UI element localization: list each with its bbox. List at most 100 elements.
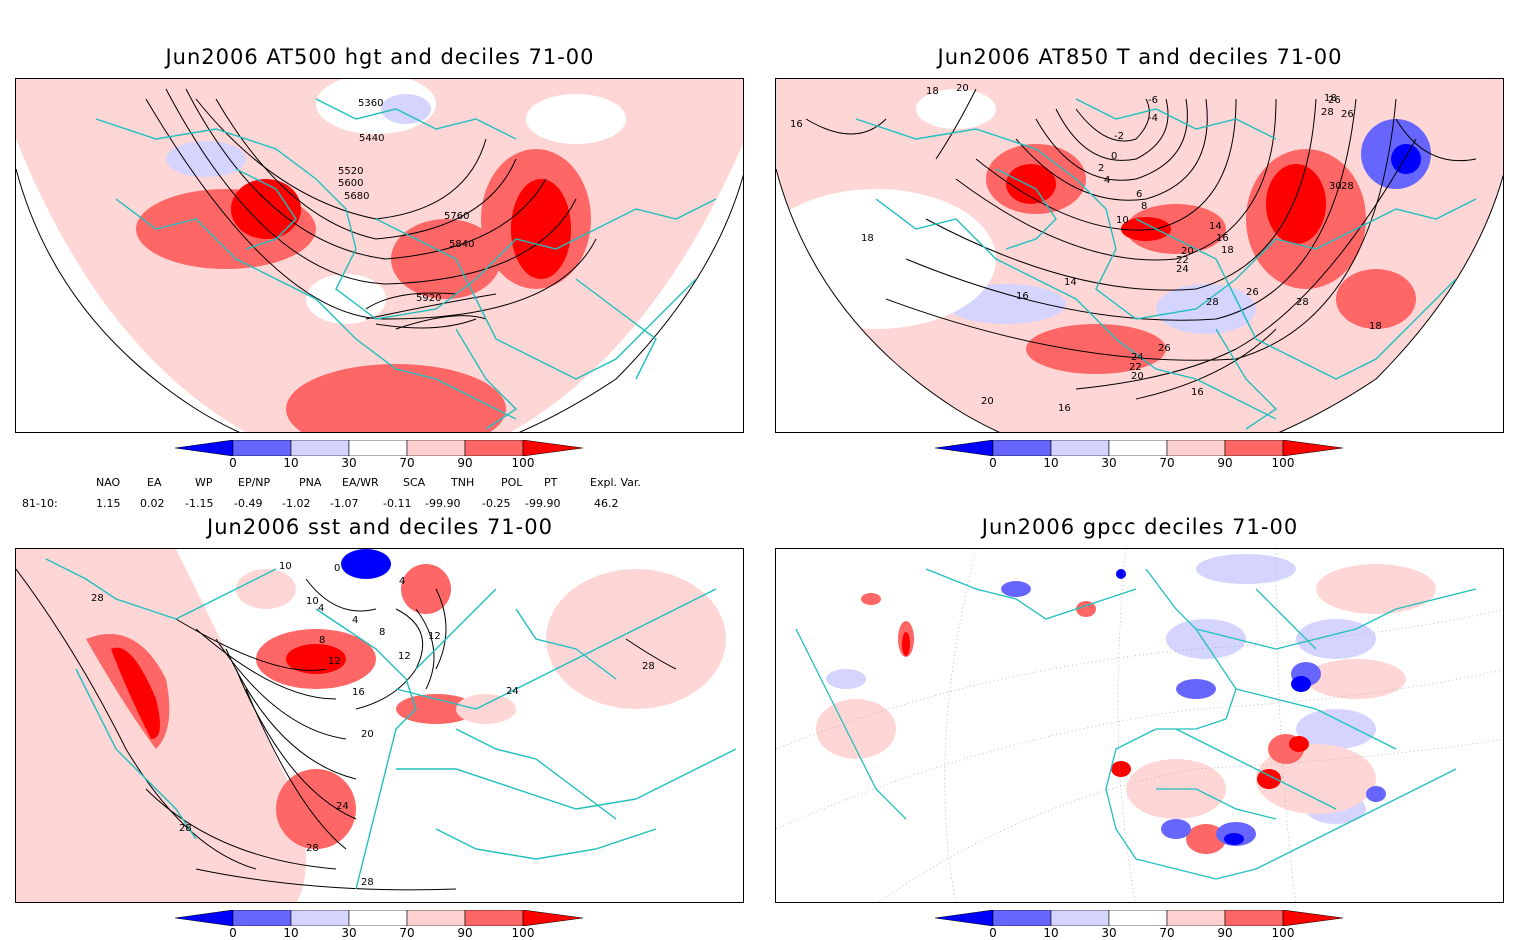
map-panel-gpcc bbox=[775, 548, 1504, 903]
contour-label: 16 bbox=[1016, 291, 1029, 302]
contour-label: 22 bbox=[1129, 362, 1142, 373]
colorbar-tick: 90 bbox=[457, 926, 473, 940]
contour-label: 28 bbox=[179, 823, 192, 834]
index-value: -0.25 bbox=[482, 497, 511, 510]
contour-label: 16 bbox=[1191, 387, 1204, 398]
colorbar-t850: 0 10 30 70 90 100 bbox=[934, 439, 1345, 470]
map-gpcc bbox=[776, 549, 1503, 902]
contour-label: 8 bbox=[319, 635, 325, 646]
contour-label: 28 bbox=[361, 877, 374, 888]
contour-label: 18 bbox=[1369, 321, 1382, 332]
contour-label: 28 bbox=[642, 661, 655, 672]
colorbar-tick: 70 bbox=[1159, 456, 1175, 470]
contour-label: 12 bbox=[328, 656, 341, 667]
contour-label: 5760 bbox=[444, 211, 469, 222]
contour-label: 0 bbox=[1111, 151, 1117, 162]
contour-label: 24 bbox=[1176, 264, 1189, 275]
index-header: EA/WR bbox=[342, 476, 379, 489]
contour-label: 4 bbox=[399, 576, 405, 587]
contour-label: 28 bbox=[91, 593, 104, 604]
index-header: PT bbox=[544, 476, 558, 489]
colorbar-tick: 30 bbox=[1101, 456, 1117, 470]
colorbar-tick: 30 bbox=[341, 456, 357, 470]
index-header: SCA bbox=[403, 476, 426, 489]
contour-label: 26 bbox=[1328, 95, 1341, 106]
colorbar-tick: 0 bbox=[229, 926, 237, 940]
colorbar-hgt500: 0 10 30 70 90 100 bbox=[174, 439, 585, 470]
contour-label: 20 bbox=[956, 83, 969, 94]
contour-label: 26 bbox=[1341, 109, 1354, 120]
contour-label: 18 bbox=[1221, 245, 1234, 256]
contour-label: 24 bbox=[506, 686, 519, 697]
index-header: Expl. Var. bbox=[590, 476, 641, 489]
colorbar-tick: 100 bbox=[511, 926, 535, 940]
contour-label: 28 bbox=[306, 843, 319, 854]
contour-label: 5840 bbox=[449, 239, 474, 250]
contour-label: 5440 bbox=[359, 133, 384, 144]
contour-label: 14 bbox=[1064, 277, 1077, 288]
contour-label: 12 bbox=[398, 651, 411, 662]
contour-label: 30 bbox=[1329, 181, 1342, 192]
colorbar-tick: 30 bbox=[341, 926, 357, 940]
index-header: EP/NP bbox=[238, 476, 271, 489]
colorbar-tick: 90 bbox=[457, 456, 473, 470]
colorbar-tick: 10 bbox=[1043, 456, 1059, 470]
panel-title-sst: Jun2006 sst and deciles 71-00 bbox=[207, 515, 553, 539]
contour-label: 10 bbox=[279, 561, 292, 572]
colorbar-tick: 10 bbox=[1043, 926, 1059, 940]
contour-label: 12 bbox=[428, 631, 441, 642]
contour-label: 5920 bbox=[416, 293, 441, 304]
colorbar-tick: 100 bbox=[1271, 456, 1295, 470]
contour-label: 20 bbox=[981, 396, 994, 407]
index-value: -0.11 bbox=[383, 497, 412, 510]
index-value: -0.49 bbox=[234, 497, 263, 510]
index-header: EA bbox=[147, 476, 162, 489]
contour-label: 24 bbox=[336, 801, 349, 812]
map-sst: 28 10 0 4 10 4 4 8 12 12 8 12 16 20 24 2… bbox=[16, 549, 743, 902]
colorbar-gpcc: 0 10 30 70 90 100 bbox=[934, 909, 1345, 940]
index-value: 1.15 bbox=[96, 497, 121, 510]
colorbar-tick: 0 bbox=[229, 456, 237, 470]
index-header: NAO bbox=[96, 476, 121, 489]
contour-label: 16 bbox=[1058, 403, 1071, 414]
contour-label: 4 bbox=[352, 615, 358, 626]
colorbar-tick: 90 bbox=[1217, 456, 1233, 470]
colorbar-tick: 0 bbox=[989, 456, 997, 470]
contour-label: 18 bbox=[926, 86, 939, 97]
colorbar-strip bbox=[174, 439, 584, 457]
contour-label: 10 bbox=[306, 596, 319, 607]
contour-label: -6 bbox=[1148, 95, 1158, 106]
contour-label: -4 bbox=[1148, 113, 1158, 124]
contour-label: 0 bbox=[334, 563, 340, 574]
map-t850: 18 20 16 -6 -4 -2 0 2 4 6 8 10 14 16 18 … bbox=[776, 79, 1503, 432]
contour-label: 22 bbox=[1176, 255, 1189, 266]
index-value: 0.02 bbox=[140, 497, 165, 510]
contour-label: 2 bbox=[1098, 163, 1104, 174]
contour-label: 28 bbox=[1321, 107, 1334, 118]
colorbar-tick: 100 bbox=[1271, 926, 1295, 940]
colorbar-tick: 10 bbox=[283, 926, 299, 940]
contour-label: 16 bbox=[352, 687, 365, 698]
contour-label: 16 bbox=[790, 119, 803, 130]
map-panel-t850: 18 20 16 -6 -4 -2 0 2 4 6 8 10 14 16 18 … bbox=[775, 78, 1504, 433]
contour-label: 18 bbox=[861, 233, 874, 244]
colorbar-tick: 70 bbox=[399, 456, 415, 470]
index-value: -1.15 bbox=[185, 497, 214, 510]
colorbar-sst: 0 10 30 70 90 100 bbox=[174, 909, 585, 940]
index-value: -99.90 bbox=[525, 497, 561, 510]
map-panel-sst: 28 10 0 4 10 4 4 8 12 12 8 12 16 20 24 2… bbox=[15, 548, 744, 903]
contour-label: 28 bbox=[1296, 297, 1309, 308]
contour-label: 28 bbox=[1341, 181, 1354, 192]
contour-label: 5600 bbox=[338, 178, 363, 189]
colorbar-tick: 70 bbox=[399, 926, 415, 940]
contour-label: 6 bbox=[1136, 189, 1142, 200]
panel-title-gpcc: Jun2006 gpcc deciles 71-00 bbox=[981, 515, 1299, 539]
map-panel-hgt500: 5360 5440 5520 5600 5680 5760 5840 5920 bbox=[15, 78, 744, 433]
index-header: POL bbox=[501, 476, 523, 489]
contour-label: 26 bbox=[1158, 343, 1171, 354]
contour-label: 8 bbox=[379, 627, 385, 638]
contour-label: 26 bbox=[1246, 287, 1259, 298]
index-row-label: 81-10: bbox=[22, 497, 58, 510]
index-header: WP bbox=[195, 476, 213, 489]
index-header: PNA bbox=[299, 476, 322, 489]
